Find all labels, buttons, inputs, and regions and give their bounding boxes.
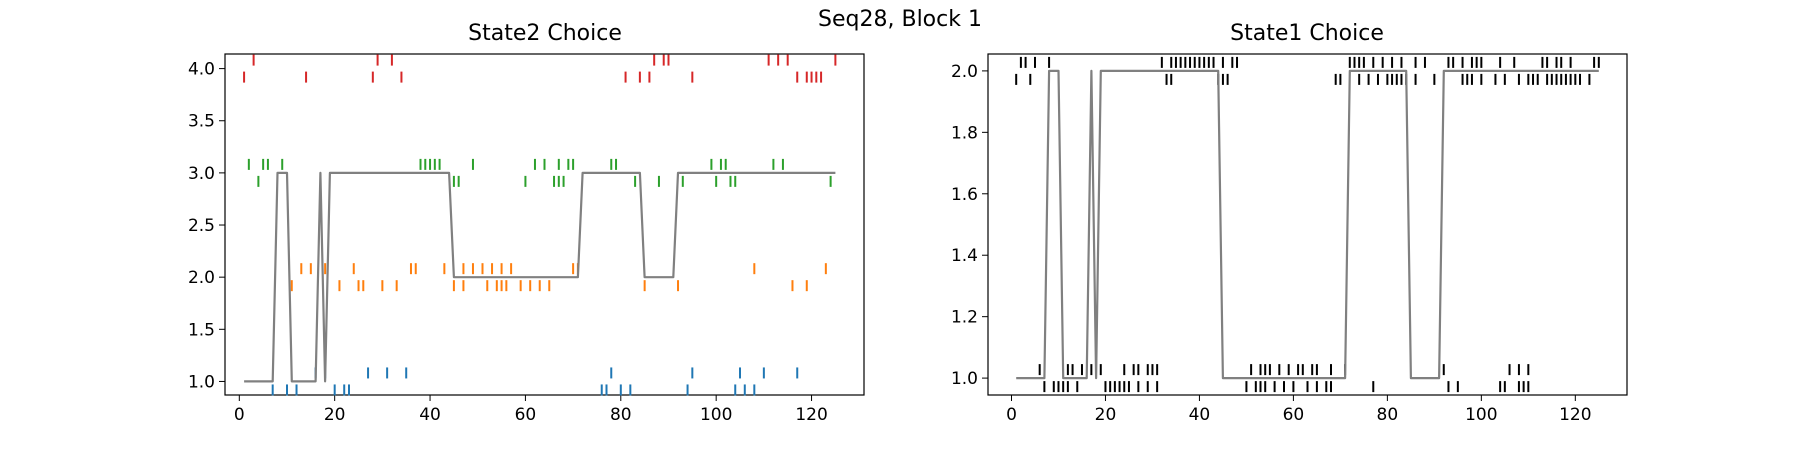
state1-chart-title: State1 Choice (1230, 21, 1384, 46)
x-tick-label: 20 (1095, 405, 1117, 425)
y-tick-label: 1.0 (188, 372, 215, 392)
y-tick-label: 1.6 (951, 185, 978, 205)
x-tick-label: 80 (1377, 405, 1399, 425)
x-tick-label: 60 (1283, 405, 1305, 425)
x-tick-label: 120 (795, 405, 827, 425)
y-tick-label: 3.5 (188, 112, 215, 132)
y-tick-label: 2.0 (188, 268, 215, 288)
x-tick-label: 0 (1006, 405, 1017, 425)
y-tick-label: 3.0 (188, 164, 215, 184)
x-tick-label: 20 (324, 405, 346, 425)
choice-trace-line (1016, 69, 1599, 380)
axes-frame (987, 53, 1628, 396)
y-tick-label: 1.2 (951, 308, 978, 328)
x-tick-label: 120 (1559, 405, 1591, 425)
x-tick-label: 60 (515, 405, 537, 425)
y-tick-label: 1.4 (951, 246, 978, 266)
state2-choice-chart: State2 Choice 0 20 40 60 80 100 120 1.0 1.5 2.0 2.… (188, 21, 865, 425)
x-tick-label: 100 (700, 405, 732, 425)
axes-frame (224, 53, 865, 396)
y-tick-label: 4.0 (188, 60, 215, 80)
y-tick-label: 2.0 (951, 62, 978, 82)
x-tick-label: 80 (610, 405, 632, 425)
y-tick-label: 2.5 (188, 216, 215, 236)
x-tick-label: 0 (234, 405, 245, 425)
x-tick-label: 40 (1189, 405, 1211, 425)
y-tick-label: 1.8 (951, 123, 978, 143)
choice-trace-line (244, 171, 836, 383)
y-tick-label: 1.5 (188, 320, 215, 340)
x-tick-label: 100 (1465, 405, 1497, 425)
figure-suptitle: Seq28, Block 1 (818, 7, 982, 32)
x-tick-label: 40 (419, 405, 441, 425)
state2-chart-title: State2 Choice (468, 21, 622, 46)
state1-choice-chart: State1 Choice 0 20 40 60 80 100 120 1.0 1.2 1.4 1.… (951, 21, 1628, 425)
y-tick-label: 1.0 (951, 369, 978, 389)
